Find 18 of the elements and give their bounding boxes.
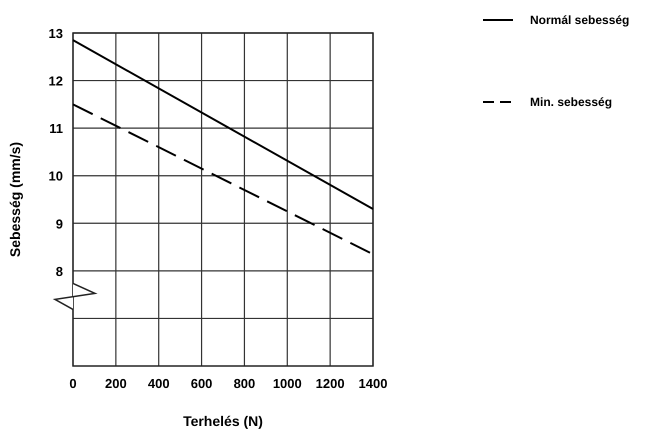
legend-label: Min. sebesség <box>530 95 612 109</box>
y-tick-label: 11 <box>49 121 63 136</box>
y-tick-label: 8 <box>56 264 63 279</box>
x-tick-label: 1400 <box>358 376 388 391</box>
x-tick-label: 800 <box>234 376 256 391</box>
x-tick-label: 400 <box>148 376 170 391</box>
x-tick-label: 1000 <box>272 376 302 391</box>
y-tick-label: 12 <box>48 74 63 89</box>
legend-label: Normál sebesség <box>530 13 630 27</box>
y-tick-label: 13 <box>48 26 63 41</box>
x-tick-label: 200 <box>105 376 127 391</box>
y-tick-label: 10 <box>48 168 63 184</box>
x-axis-title: Terhelés (N) <box>183 413 263 429</box>
y-tick-label: 9 <box>56 216 63 232</box>
y-axis-title: Sebesség (mm/s) <box>7 142 23 258</box>
x-tick-label: 1200 <box>316 376 345 391</box>
x-tick-label: 0 <box>69 376 77 391</box>
x-tick-label: 600 <box>190 376 212 391</box>
